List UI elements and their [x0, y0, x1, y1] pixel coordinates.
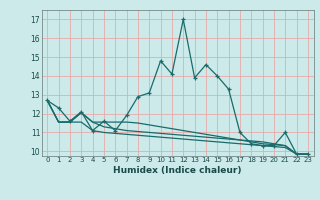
- X-axis label: Humidex (Indice chaleur): Humidex (Indice chaleur): [113, 166, 242, 175]
